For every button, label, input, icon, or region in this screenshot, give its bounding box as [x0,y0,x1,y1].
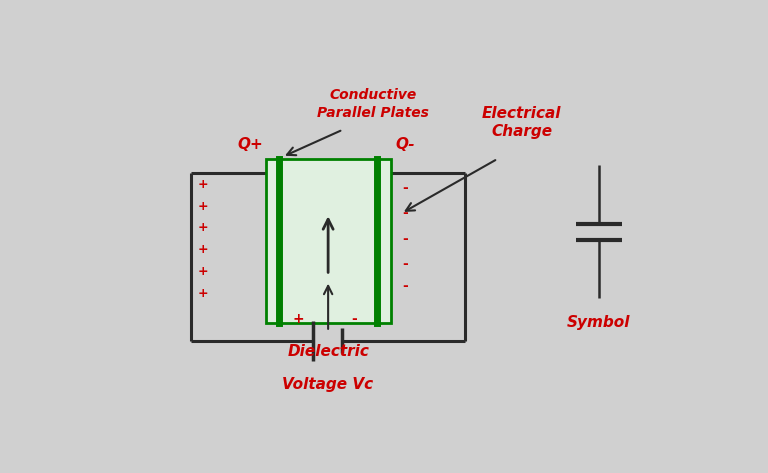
Text: -: - [402,257,409,272]
Text: -: - [351,312,356,326]
Text: -: - [402,279,409,293]
Text: +: + [293,312,304,326]
Text: Q-: Q- [396,137,415,152]
Text: Symbol: Symbol [568,315,631,330]
Text: -: - [402,206,409,220]
Text: Q+: Q+ [238,137,263,152]
Text: +: + [198,287,208,300]
Bar [266,159,391,323]
Text: +: + [198,265,208,278]
Text: +: + [198,221,208,235]
Text: +: + [198,200,208,212]
Text: Voltage Vc: Voltage Vc [282,377,373,392]
Text: +: + [198,178,208,191]
Text: Conductive
Parallel Plates: Conductive Parallel Plates [317,88,429,120]
Text: -: - [402,232,409,246]
Text: +: + [198,243,208,256]
Text: Dielectric: Dielectric [287,344,369,359]
Text: -: - [402,181,409,195]
Text: Electrical
Charge: Electrical Charge [482,105,561,139]
